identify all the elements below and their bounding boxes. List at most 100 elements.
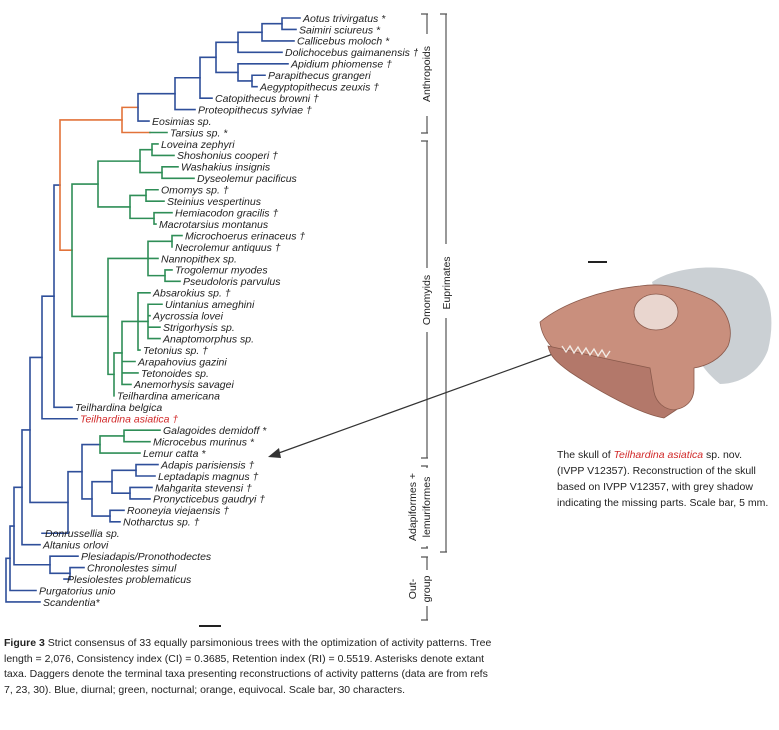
taxon-label: Hemiacodon gracilis † <box>175 207 278 219</box>
tree-branch <box>237 63 289 82</box>
taxon-label: Teilhardina belgica <box>75 402 162 414</box>
tree-branch <box>41 470 83 535</box>
taxon-label: Pronycticebus gaudryi † <box>153 494 265 506</box>
taxon-label: Washakius insignis <box>181 162 271 174</box>
taxon-label: Tarsius sp. * <box>170 127 228 139</box>
tree-branch <box>111 469 137 494</box>
taxon-label: Uintanius ameghini <box>165 299 255 311</box>
euprimates-label: Euprimates <box>441 256 453 309</box>
figure-caption-text: Strict consensus of 33 equally parsimoni… <box>4 637 492 696</box>
taxon-label: Loveina zephyri <box>161 139 235 151</box>
phylogenetic-tree: Aotus trivirgatus *Saimiri sciureus *Cal… <box>5 13 772 627</box>
taxon-label: Aegyptopithecus zeuxis † <box>259 82 379 94</box>
taxon-label: Saimiri sciureus * <box>299 24 381 36</box>
taxon-label: Tetonius sp. † <box>143 345 208 357</box>
tree-branch <box>215 41 239 74</box>
taxon-label: Parapithecus grangeri <box>268 70 371 82</box>
tree-branch <box>41 295 78 420</box>
tree-branch <box>139 148 163 174</box>
taxon-label: Scandentia* <box>43 597 101 609</box>
taxon-label: Microchoerus erinaceus † <box>185 230 305 242</box>
tree-branch <box>123 429 161 443</box>
taxon-label: Galagoides demidoff * <box>163 425 267 437</box>
tree-branch <box>199 56 217 99</box>
adapiformes-label: Adapiformes + <box>407 473 419 541</box>
taxon-label: Macrotarsius montanus <box>159 219 269 231</box>
skull-orbit <box>633 293 679 331</box>
tree-branch <box>59 119 123 252</box>
tree-branch <box>153 211 173 225</box>
tree-branch <box>91 480 113 517</box>
taxon-label: Dyseolemur pacificus <box>197 173 298 185</box>
taxon-label: Plesiolestes problematicus <box>67 574 192 586</box>
tree-branch <box>164 269 181 283</box>
figure-caption: Figure 3 Strict consensus of 33 equally … <box>4 636 494 698</box>
tree-branch <box>237 31 283 54</box>
taxon-label: Necrolemur antiquus † <box>175 242 281 254</box>
taxon-label: Adapis parisiensis † <box>160 459 255 471</box>
tree-branch <box>147 303 163 340</box>
skull-caption: The skull of Teilhardina asiatica sp. no… <box>557 447 772 511</box>
taxon-label: Purgatorius unio <box>39 585 116 597</box>
tree-branch <box>137 292 151 351</box>
taxon-label: Catopithecus browni † <box>215 93 319 105</box>
tree-branch <box>63 566 85 580</box>
taxon-label: Absarokius sp. † <box>152 288 231 300</box>
tree-branch <box>109 509 125 523</box>
tree-branch <box>129 194 155 220</box>
figure-caption-title: Figure 3 <box>4 637 45 649</box>
taxon-label: Plesiadapis/Pronothodectes <box>81 551 212 563</box>
tree-branch <box>151 143 175 157</box>
tree-branch <box>13 486 51 566</box>
taxon-label: Proteopithecus sylviae † <box>198 104 312 116</box>
tree-branch <box>174 76 201 111</box>
skull-caption-suffix: sp. nov. (IVPP V12357). Reconstruction o… <box>557 449 769 509</box>
tree-branch <box>21 429 41 546</box>
tree-branch <box>281 17 301 31</box>
tree-branch <box>107 257 149 376</box>
taxon-label: Dolichocebus gaimanensis † <box>285 47 419 59</box>
taxon-label: Altanius orlovi <box>42 540 109 552</box>
taxon-label: Omomys sp. † <box>161 185 229 197</box>
tree-branch <box>135 463 159 477</box>
tree-branch <box>49 555 79 575</box>
tree-branch <box>113 352 123 397</box>
tree-branches <box>5 17 301 603</box>
tree-branch <box>29 356 69 504</box>
tree-branch <box>261 22 295 42</box>
taxon-labels: Aotus trivirgatus *Saimiri sciureus *Cal… <box>39 13 419 609</box>
taxon-label: Apidium phiomense † <box>290 59 392 71</box>
taxon-label: Mahgarita stevensi † <box>155 482 252 494</box>
skull-illustration <box>539 267 772 419</box>
tree-branch <box>171 234 183 248</box>
taxon-label: Tetonoides sp. <box>141 368 209 380</box>
tree-branch <box>147 240 173 277</box>
skull-caption-prefix: The skull of <box>557 449 614 461</box>
taxon-label: Strigorhysis sp. <box>163 322 235 334</box>
taxon-label: Chronolestes simul <box>87 562 177 574</box>
tree-branch <box>129 486 153 500</box>
clade-labels: Anthropoids Omomyids Euprimates Adapifor… <box>404 34 455 606</box>
taxon-label: Anemorhysis savagei <box>133 379 234 391</box>
taxon-label: Shoshonius cooperi † <box>177 150 278 162</box>
tree-branch <box>99 435 141 454</box>
taxon-label: Steinius vespertinus <box>167 196 262 208</box>
taxon-label: Pseudoloris parvulus <box>183 276 281 288</box>
taxon-label: Teilhardina asiatica † <box>80 414 178 426</box>
taxon-label: Rooneyia viejaensis † <box>127 505 229 517</box>
taxon-label: Nannopithex sp. <box>161 253 237 265</box>
tree-branch <box>97 160 141 208</box>
taxon-label: Arapahovius gazini <box>137 356 227 368</box>
taxon-label: Donrussellia sp. <box>45 528 120 540</box>
tree-branch <box>121 320 139 386</box>
tree-branch <box>53 184 73 409</box>
taxon-label: Eosimias sp. <box>152 116 212 128</box>
tree-branch <box>161 166 195 180</box>
taxon-label: Teilhardina americana <box>117 391 220 403</box>
tree-branch <box>137 92 176 122</box>
lemuriformes-label: lemuriformes <box>421 477 433 538</box>
taxon-label: Callicebus moloch * <box>297 36 390 48</box>
skull-teeth <box>561 344 611 359</box>
taxon-label: Lemur catta * <box>143 448 206 460</box>
skull-arrow-head <box>268 448 281 458</box>
